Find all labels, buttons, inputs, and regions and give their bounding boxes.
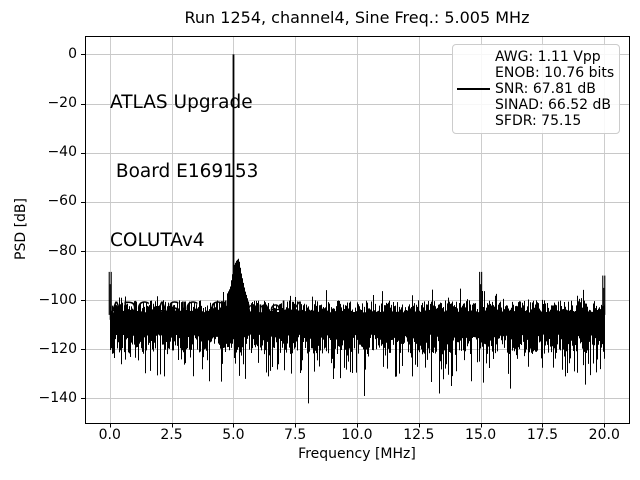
y-tick-label: −80 xyxy=(47,242,77,259)
plot-title: Run 1254, channel4, Sine Freq.: 5.005 MH… xyxy=(184,8,530,27)
annotation-line: COLUTAv4 xyxy=(110,230,205,251)
y-tick-label: −100 xyxy=(38,291,77,308)
legend-label-enob: ENOB: 10.76 bits xyxy=(495,65,615,81)
x-tick-label: 2.5 xyxy=(160,427,183,443)
annotation-line: ADC ASIC, Channel 4 xyxy=(110,299,304,320)
y-tick-label: −20 xyxy=(47,95,77,112)
legend-label-awg: AWG: 1.11 Vpp xyxy=(495,49,601,65)
x-tick-label: 5.0 xyxy=(222,427,245,443)
y-tick-label: −60 xyxy=(47,193,77,210)
legend-label-sfdr: SFDR: 75.15 xyxy=(495,113,582,129)
x-tick-label: 15.0 xyxy=(465,427,497,443)
legend-line-sample-icon xyxy=(457,88,490,90)
annotation-line: Board E169153 xyxy=(110,161,259,182)
x-tick-label: 7.5 xyxy=(284,427,307,443)
y-tick-label: 0 xyxy=(68,45,77,62)
y-axis-label: PSD [dB] xyxy=(13,198,29,260)
legend-row: SINAD: 66.52 dB xyxy=(453,97,619,113)
legend-row: AWG: 1.11 Vpp xyxy=(453,49,619,65)
y-tick-label: −40 xyxy=(47,144,77,161)
legend-handle xyxy=(453,88,495,90)
x-tick-label: 17.5 xyxy=(526,427,559,443)
annotation-text: ATLAS Upgrade Board E169153 COLUTAv4 ADC… xyxy=(110,45,304,367)
legend-label-snr: SNR: 67.81 dB xyxy=(495,81,596,97)
legend-row: SNR: 67.81 dB xyxy=(453,81,619,97)
x-axis-label: Frequency [MHz] xyxy=(298,446,416,462)
x-tick-label: 10.0 xyxy=(341,427,373,443)
legend-box: AWG: 1.11 Vpp ENOB: 10.76 bits SNR: 67.8… xyxy=(452,44,620,134)
legend-label-sinad: SINAD: 66.52 dB xyxy=(495,97,612,113)
legend-row: SFDR: 75.15 xyxy=(453,113,619,129)
x-tick-label: 20.0 xyxy=(588,427,620,443)
y-tick-label: −140 xyxy=(38,389,77,406)
legend-row: ENOB: 10.76 bits xyxy=(453,65,619,81)
annotation-line: ATLAS Upgrade xyxy=(110,92,253,113)
y-tick-label: −120 xyxy=(38,340,77,357)
x-tick-label: 0.0 xyxy=(98,427,121,443)
x-tick-label: 12.5 xyxy=(403,427,435,443)
